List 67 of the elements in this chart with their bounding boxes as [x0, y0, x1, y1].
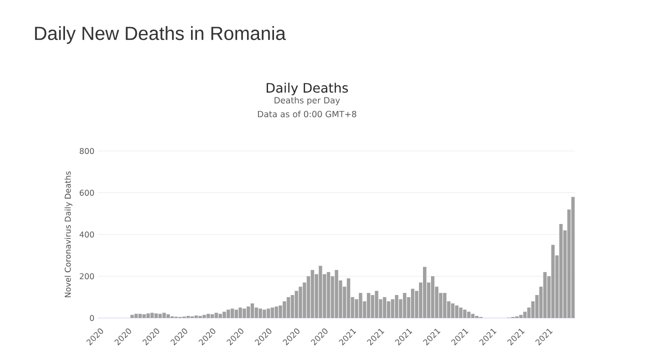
bar [194, 316, 198, 318]
bar [286, 297, 290, 318]
bar [274, 306, 278, 318]
bar [394, 295, 398, 318]
y-tick-label: 0 [90, 315, 94, 322]
y-tick-label: 200 [80, 273, 94, 280]
bar [250, 304, 254, 318]
bar [459, 308, 462, 318]
bar [455, 306, 458, 318]
bar [238, 308, 242, 318]
bar [218, 314, 222, 318]
bar [386, 301, 390, 318]
bar [290, 295, 294, 318]
bar [138, 314, 142, 318]
bar [463, 310, 466, 318]
bar [402, 293, 406, 318]
bar [130, 315, 134, 318]
bar [543, 272, 547, 318]
bar [146, 314, 150, 318]
bar [366, 293, 370, 318]
bar [142, 314, 146, 318]
bar [206, 314, 210, 318]
bar [162, 312, 166, 318]
bar [134, 314, 138, 318]
bar [278, 306, 282, 318]
y-tick-label: 600 [80, 190, 94, 196]
text: Data as of 0:00 GMT+8 [258, 110, 356, 118]
bar [443, 293, 446, 318]
bar [166, 314, 170, 318]
bar [262, 310, 266, 318]
bar [246, 306, 250, 318]
bar [282, 301, 286, 318]
y-axis-title: Novel Coronavirus Daily Deaths [64, 172, 72, 298]
bar [467, 312, 470, 318]
bar [158, 314, 162, 318]
bar [234, 310, 238, 318]
bar [523, 312, 527, 318]
bar [150, 312, 154, 318]
y-tick-label: 800 [80, 148, 94, 154]
bar [230, 308, 234, 318]
bar [471, 314, 474, 318]
bar [242, 308, 246, 318]
bar [358, 293, 362, 318]
bar [519, 315, 523, 318]
y-tick-label: 400 [80, 232, 94, 238]
bar [422, 267, 426, 318]
bar [382, 297, 386, 318]
bar [298, 286, 302, 318]
bar [266, 308, 270, 318]
bar [226, 310, 230, 318]
bar [254, 308, 258, 318]
bar [210, 314, 214, 318]
chart-title: Daily New Deaths in Romania [35, 26, 286, 44]
bar [370, 295, 374, 318]
bar [451, 304, 454, 318]
chart-subtitle: Daily Deaths [266, 82, 348, 96]
text: Deaths per Day [274, 97, 340, 106]
bar [214, 312, 218, 318]
bar [270, 308, 274, 318]
bar [431, 276, 434, 318]
bar [202, 315, 206, 318]
bar [374, 291, 378, 318]
bar [410, 288, 414, 318]
bar [258, 308, 262, 318]
bar [222, 312, 226, 318]
bar [390, 299, 394, 318]
bar [154, 314, 158, 318]
